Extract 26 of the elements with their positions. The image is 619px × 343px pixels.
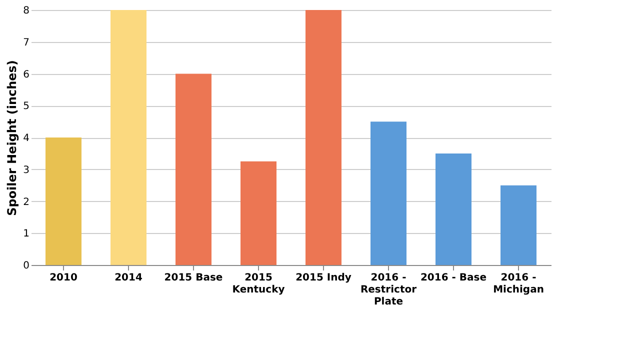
y-tick-label: 7 (23, 37, 30, 48)
x-tick-label: 2015 Indy (296, 272, 352, 284)
bar (370, 122, 406, 265)
y-tick-label: 2 (23, 196, 30, 208)
bar (500, 185, 536, 265)
bar (240, 161, 276, 265)
bar (436, 153, 472, 265)
x-tick-label: 2014 (114, 272, 142, 284)
y-tick-label: 0 (23, 260, 30, 272)
y-tick-label: 3 (23, 164, 30, 176)
y-tick-label: 4 (23, 133, 30, 144)
x-tick-label: 2016 - Michigan (493, 272, 544, 296)
x-tick-label: 2010 (50, 272, 78, 284)
bar (306, 10, 342, 265)
y-tick-label: 8 (23, 6, 30, 16)
bar (176, 74, 212, 265)
x-tick-label: 2015 Base (164, 272, 223, 284)
y-tick-label: 5 (23, 101, 30, 112)
x-tick-label: 2016 - Restrictor Plate (360, 272, 417, 308)
y-tick-label: 1 (23, 228, 30, 240)
bar (46, 138, 82, 265)
x-tick-label: 2016 - Base (420, 272, 487, 284)
bar (110, 10, 146, 265)
y-axis-title: Spoiler Height (inches) (5, 60, 20, 216)
y-tick-label: 6 (23, 69, 30, 80)
x-tick-label: 2015 Kentucky (232, 272, 286, 296)
